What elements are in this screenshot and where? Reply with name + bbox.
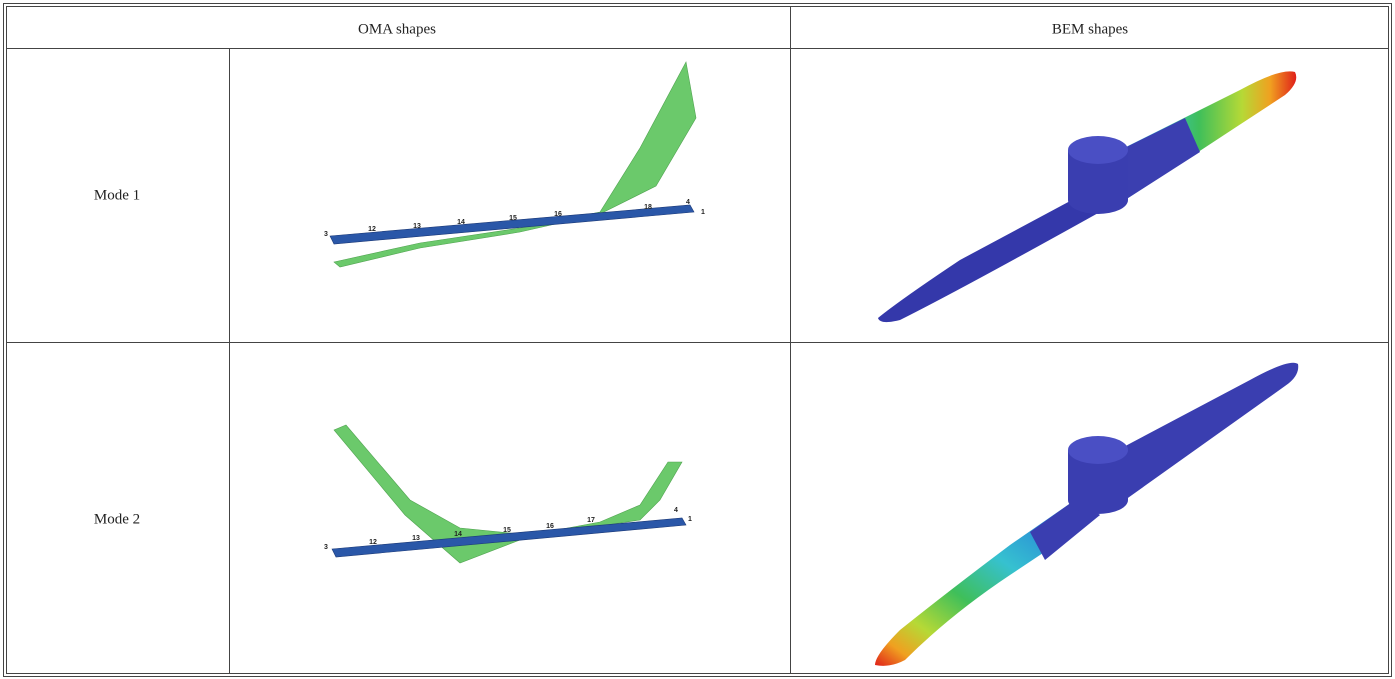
node-label: 12 [369,539,377,546]
node-label: 14 [457,219,465,226]
node-label: 17 [587,517,595,524]
bem-shape [878,71,1296,322]
row-label: Mode 2 [94,511,140,527]
node-label: 12 [368,226,376,233]
table-figure: OMA shapes BEM shapes Mode 1 Mode 2 3 12 1… [0,0,1395,679]
node-label: 4 [674,507,678,514]
node-label: 13 [413,223,421,230]
node-label: 14 [454,531,462,538]
oma-shape [330,62,696,267]
oma-shape [332,425,686,563]
table-borders [4,4,1392,677]
node-label: 16 [546,523,554,530]
node-label: 16 [554,211,562,218]
node-label: 3 [324,544,328,551]
node-label: 1 [688,516,692,523]
header-cell: OMA shapes [358,21,436,37]
node-label: 3 [324,231,328,238]
node-label: 15 [503,527,511,534]
node-label: 18 [644,204,652,211]
bem-shape [875,363,1298,666]
node-label: 1 [701,209,705,216]
header-cell: BEM shapes [1052,21,1128,37]
row-label: Mode 1 [94,187,140,203]
node-label: 15 [509,215,517,222]
node-label: 13 [412,535,420,542]
node-label: 4 [686,199,690,206]
